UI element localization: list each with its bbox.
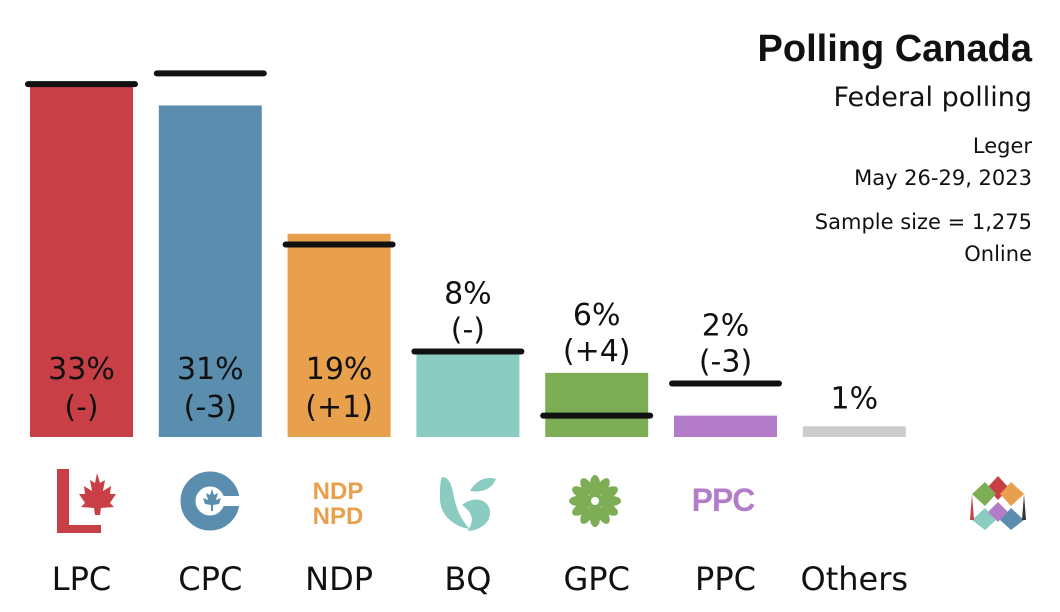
chart-title: Polling Canada bbox=[757, 28, 1032, 70]
polling-canada-logo-icon bbox=[970, 476, 1026, 530]
change-label-gpc: (+4) bbox=[563, 334, 631, 369]
gpc-inner-petal bbox=[597, 494, 608, 502]
change-label-lpc: (-) bbox=[64, 390, 98, 425]
value-label-ppc: 2% bbox=[702, 309, 750, 344]
value-label-lpc: 33% bbox=[48, 352, 115, 387]
value-label-cpc: 31% bbox=[177, 352, 244, 387]
value-label-others: 1% bbox=[831, 381, 879, 416]
gpc-center bbox=[591, 497, 599, 505]
category-label-cpc: CPC bbox=[178, 560, 242, 598]
bar-ppc bbox=[674, 415, 777, 437]
change-label-ndp: (+1) bbox=[305, 390, 373, 425]
category-label-lpc: LPC bbox=[52, 560, 111, 598]
pollster-name: Leger bbox=[972, 134, 1032, 158]
change-label-ppc: (-3) bbox=[699, 345, 752, 380]
value-labels-layer: 33%(-)31%(-3)19%(+1)8%(-) 6%(+4)2%(-3)1% bbox=[48, 276, 878, 425]
cpc-c-leaf-icon bbox=[180, 471, 244, 531]
category-labels-layer: LPC CPC NDP BQ GPC PPC Others bbox=[52, 560, 908, 598]
category-label-others: Others bbox=[801, 560, 909, 598]
category-label-gpc: GPC bbox=[563, 560, 629, 598]
change-label-bq: (-) bbox=[451, 312, 485, 347]
bq-logo-icon bbox=[440, 477, 496, 531]
bar-others bbox=[802, 426, 906, 437]
poll-dates: May 26-29, 2023 bbox=[854, 166, 1032, 190]
value-label-bq: 8% bbox=[444, 276, 492, 311]
gpc-inner-petal bbox=[588, 488, 596, 499]
sample-size: Sample size = 1,275 bbox=[814, 210, 1032, 234]
bar-ndp bbox=[287, 233, 391, 437]
gpc-inner-petal bbox=[594, 503, 602, 514]
value-label-gpc: 6% bbox=[573, 298, 621, 333]
lpc-maple-leaf-icon bbox=[57, 469, 116, 533]
ppc-logo-icon: PPC bbox=[692, 482, 756, 518]
poll-method: Online bbox=[964, 242, 1032, 266]
category-label-bq: BQ bbox=[444, 560, 491, 598]
value-label-ndp: 19% bbox=[306, 352, 373, 387]
gpc-inner-petal bbox=[582, 500, 593, 508]
ndp-logo-icon: NDP NPD bbox=[313, 478, 364, 530]
bar-gpc bbox=[545, 372, 649, 437]
ndp-logo-top-text: NDP bbox=[313, 478, 364, 505]
ndp-logo-bottom-text: NPD bbox=[313, 503, 364, 530]
previous-marks-layer bbox=[25, 70, 782, 419]
bar-bq bbox=[416, 351, 520, 437]
bar-lpc bbox=[30, 84, 133, 437]
bars-layer bbox=[30, 84, 906, 437]
gpc-flower-icon bbox=[569, 475, 621, 527]
bar-cpc bbox=[158, 105, 262, 437]
chart-subtitle: Federal polling bbox=[833, 82, 1032, 113]
category-label-ndp: NDP bbox=[305, 560, 373, 598]
change-label-cpc: (-3) bbox=[184, 390, 237, 425]
category-label-ppc: PPC bbox=[695, 560, 756, 598]
